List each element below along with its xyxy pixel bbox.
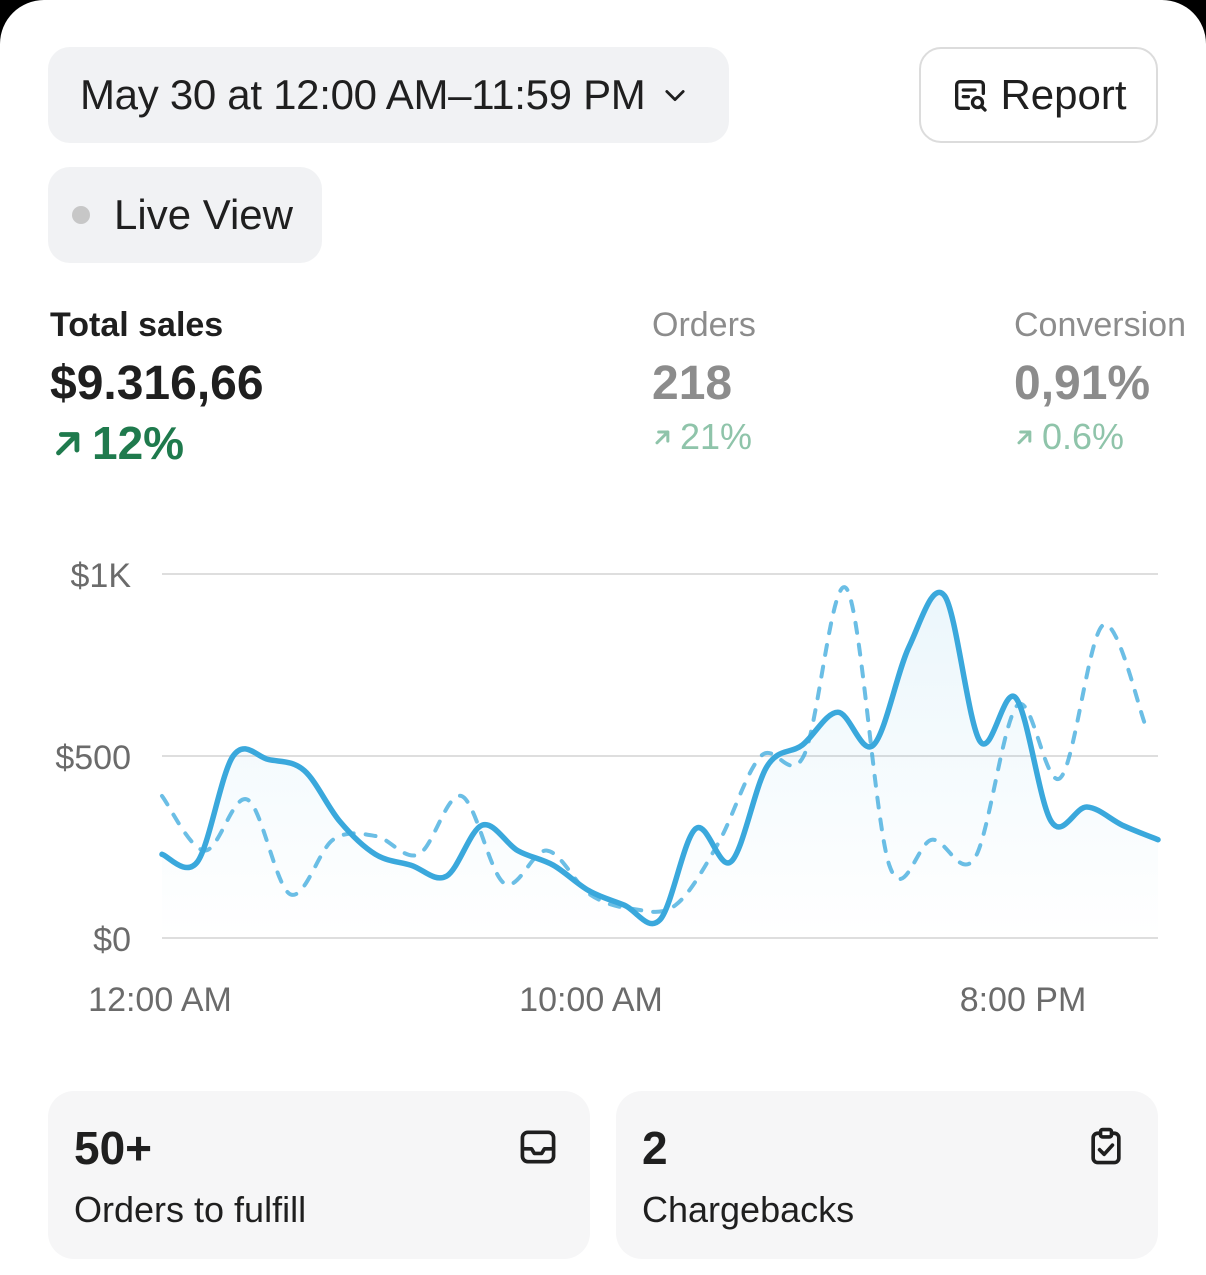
chevron-down-icon	[665, 90, 686, 102]
metric-orders[interactable]: Orders 218 21%	[652, 306, 756, 458]
date-range-selector[interactable]: May 30 at 12:00 AM–11:59 PM	[48, 47, 729, 143]
inbox-icon	[520, 1130, 556, 1164]
card-value: 2	[642, 1122, 668, 1174]
x-tick-label: 8:00 PM	[960, 981, 1087, 1019]
arrow-up-right-icon	[1017, 430, 1032, 445]
card-value: 50+	[74, 1122, 153, 1174]
x-tick-label: 12:00 AM	[88, 981, 232, 1019]
report-button[interactable]: Report	[919, 47, 1158, 143]
metric-value: $9.316,66	[50, 357, 264, 410]
card-label: Chargebacks	[642, 1189, 855, 1230]
metric-label: Total sales	[50, 306, 224, 344]
y-tick-label: $1K	[71, 557, 132, 595]
y-tick-label: $500	[55, 739, 131, 777]
metric-delta: 12%	[92, 417, 185, 469]
sales-chart[interactable]: $1K $500 $0 12:00 AM 10:00 AM 8:00 PM	[0, 540, 1206, 1040]
arrow-up-right-icon	[655, 430, 670, 445]
live-status-dot	[72, 206, 90, 224]
date-range-label: May 30 at 12:00 AM–11:59 PM	[80, 71, 646, 118]
metric-value: 0,91%	[1014, 357, 1151, 410]
metric-conversion[interactable]: Conversion 0,91% 0.6%	[1014, 306, 1186, 458]
x-tick-label: 10:00 AM	[519, 981, 663, 1019]
chargebacks-card[interactable]: 2 Chargebacks	[616, 1091, 1158, 1259]
arrow-up-right-icon	[56, 432, 80, 456]
orders-to-fulfill-card[interactable]: 50+ Orders to fulfill	[48, 1091, 590, 1259]
live-view-button[interactable]: Live View	[48, 167, 322, 263]
clipboard-check-icon	[1091, 1127, 1121, 1165]
metric-total-sales[interactable]: Total sales $9.316,66 12%	[50, 306, 264, 470]
y-tick-label: $0	[93, 921, 131, 959]
card-label: Orders to fulfill	[74, 1189, 307, 1230]
report-search-icon	[955, 80, 988, 112]
sales-series-area	[162, 592, 1158, 938]
metric-delta: 0.6%	[1042, 416, 1125, 457]
report-label: Report	[1000, 71, 1127, 118]
metric-label: Orders	[652, 306, 756, 344]
sales-series-line	[159, 589, 1161, 927]
metric-label: Conversion	[1014, 306, 1186, 344]
metric-delta: 21%	[680, 416, 753, 457]
metric-value: 218	[652, 357, 733, 410]
live-view-label: Live View	[114, 191, 293, 238]
